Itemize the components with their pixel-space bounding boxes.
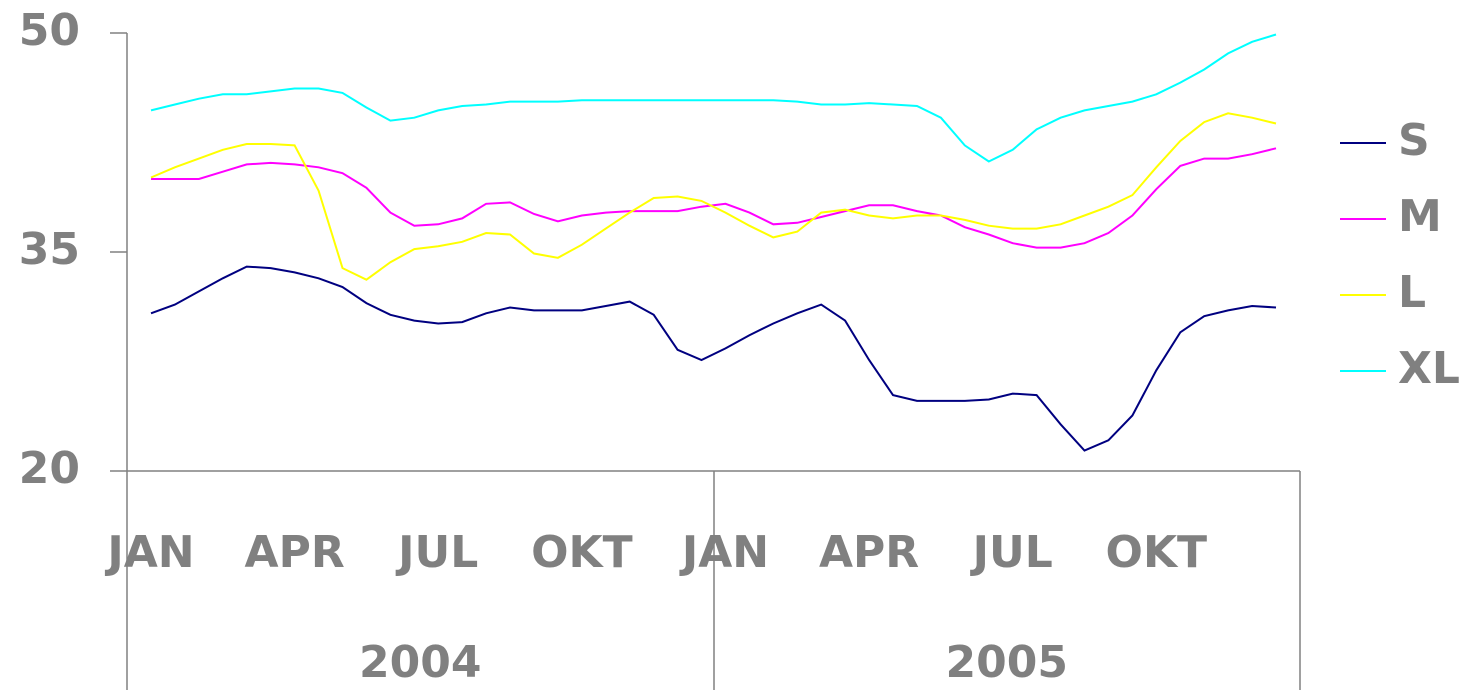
x-group-label: 2005 <box>946 637 1068 688</box>
legend-label: XL <box>1398 343 1460 394</box>
x-tick-label: APR <box>245 527 345 578</box>
legend-label: S <box>1398 115 1430 166</box>
x-tick-label: JAN <box>104 527 194 578</box>
x-tick-label: APR <box>819 527 919 578</box>
x-tick-label: OKT <box>531 527 633 578</box>
y-tick-label: 35 <box>19 224 80 275</box>
x-group-label: 2004 <box>359 637 481 688</box>
legend-label: L <box>1398 267 1426 318</box>
x-tick-label: OKT <box>1106 527 1208 578</box>
series-line <box>151 147 1277 249</box>
x-tick-label: JAN <box>679 527 769 578</box>
legend-label: M <box>1398 191 1442 242</box>
x-tick-label: JUL <box>395 527 478 578</box>
y-tick-label: 50 <box>19 5 80 56</box>
series-line <box>150 33 1277 163</box>
series-line <box>150 265 1277 452</box>
series-line <box>150 112 1277 281</box>
x-tick-label: JUL <box>970 527 1053 578</box>
y-tick-label: 20 <box>19 443 80 494</box>
